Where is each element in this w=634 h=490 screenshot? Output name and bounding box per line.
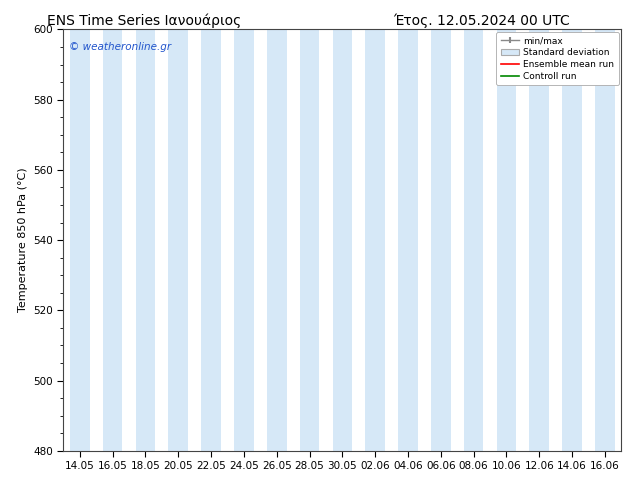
Text: © weatheronline.gr: © weatheronline.gr <box>69 42 171 52</box>
Bar <box>431 29 451 451</box>
Bar <box>464 29 484 451</box>
Bar <box>169 29 188 451</box>
Legend: min/max, Standard deviation, Ensemble mean run, Controll run: min/max, Standard deviation, Ensemble me… <box>496 32 619 85</box>
Text: Έτος. 12.05.2024 00 UTC: Έτος. 12.05.2024 00 UTC <box>393 14 570 28</box>
Bar <box>398 29 418 451</box>
Bar <box>201 29 221 451</box>
Bar <box>300 29 320 451</box>
Bar <box>234 29 254 451</box>
Text: ENS Time Series Ιανουάριος: ENS Time Series Ιανουάριος <box>47 14 241 28</box>
Bar <box>365 29 385 451</box>
Bar <box>562 29 582 451</box>
Bar <box>332 29 353 451</box>
Bar <box>496 29 516 451</box>
Y-axis label: Temperature 850 hPa (°C): Temperature 850 hPa (°C) <box>18 168 28 313</box>
Bar <box>103 29 122 451</box>
Bar <box>595 29 615 451</box>
Bar <box>267 29 287 451</box>
Bar <box>136 29 155 451</box>
Bar <box>529 29 549 451</box>
Bar <box>70 29 89 451</box>
